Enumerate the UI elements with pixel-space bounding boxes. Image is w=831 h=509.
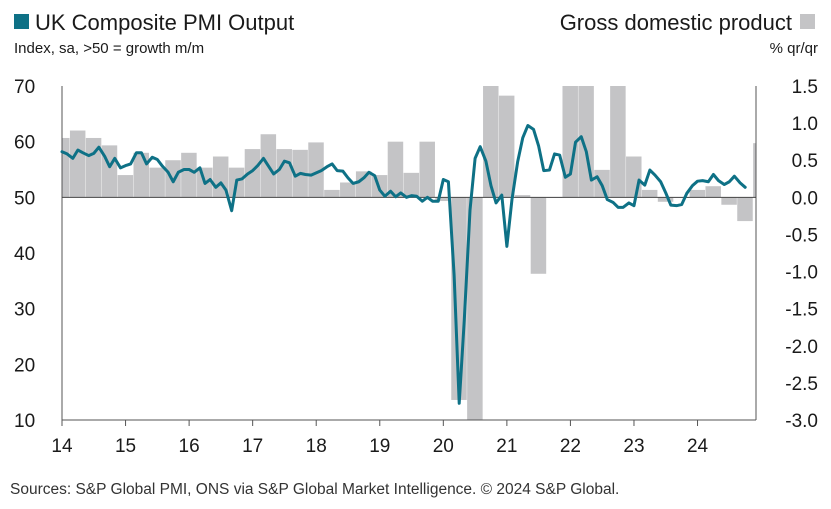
x-tick-label: 14 — [51, 436, 73, 457]
x-tick-label: 22 — [560, 436, 581, 457]
axes — [61, 86, 757, 421]
tick-labels: 70 60 50 40 30 20 10 1.5 1.0 0.5 0.0 -0.5 -1.0 -1.5 -2… — [14, 77, 818, 457]
left-tick-label: 20 — [14, 355, 35, 376]
right-tick-label: -1.5 — [785, 300, 818, 321]
left-tick-label: 40 — [14, 244, 35, 265]
gdp-bar — [753, 143, 756, 198]
x-tick-label: 16 — [179, 436, 200, 457]
gdp-bar — [689, 189, 706, 198]
gdp-bar — [562, 86, 578, 198]
gdp-bars — [62, 86, 756, 420]
gdp-bar — [69, 130, 86, 198]
gdp-bar — [610, 86, 626, 198]
gdp-bar — [514, 195, 531, 198]
x-tick-label: 19 — [369, 436, 390, 457]
gdp-bar — [387, 141, 404, 198]
x-tick-label: 24 — [687, 436, 709, 457]
x-tick-label: 20 — [433, 436, 454, 457]
gdp-bar — [133, 152, 149, 198]
x-tick-label: 17 — [242, 436, 263, 457]
pmi-line — [60, 124, 747, 405]
pmi-legend-swatch — [14, 14, 29, 29]
right-axis-note: % qr/qr — [770, 40, 818, 57]
gdp-bar — [641, 189, 658, 198]
gdp-bar — [308, 142, 324, 198]
gdp-bar — [324, 189, 340, 198]
left-tick-label: 50 — [14, 188, 35, 209]
right-tick-label: -3.0 — [785, 411, 818, 432]
left-axis-note: Index, sa, >50 = growth m/m — [14, 40, 204, 57]
gdp-bar — [737, 197, 753, 222]
gdp-legend-label: Gross domestic product — [560, 10, 792, 35]
right-tick-label: 0.5 — [792, 151, 818, 172]
gdp-bar — [276, 149, 292, 198]
gdp-bar — [721, 197, 737, 205]
gdp-bar — [657, 197, 674, 202]
source-note: Sources: S&P Global PMI, ONS via S&P Glo… — [10, 481, 619, 498]
gdp-bar — [467, 197, 483, 420]
gdp-bar — [403, 172, 420, 198]
gdp-bar — [62, 137, 70, 198]
x-tick-label: 18 — [306, 436, 327, 457]
x-tick-label: 15 — [115, 436, 136, 457]
right-tick-label: -0.5 — [785, 225, 818, 246]
left-tick-label: 70 — [14, 77, 35, 98]
gdp-bar — [626, 156, 642, 198]
gdp-bar — [435, 197, 451, 202]
right-tick-label: 0.0 — [792, 188, 818, 209]
pmi-legend-label: UK Composite PMI Output — [35, 10, 294, 35]
right-tick-label: 1.0 — [792, 114, 818, 135]
gdp-bar — [244, 149, 261, 198]
right-tick-label: 1.5 — [792, 77, 818, 98]
x-tick-label: 21 — [496, 436, 517, 457]
left-tick-label: 60 — [14, 133, 35, 154]
gdp-bar — [530, 197, 547, 274]
pmi-line-layer — [60, 124, 747, 405]
x-tick-label: 23 — [623, 436, 644, 457]
gdp-bar — [85, 137, 102, 198]
gdp-bar — [149, 167, 165, 198]
gdp-bar — [355, 171, 372, 198]
gdp-bar — [181, 152, 197, 198]
gdp-legend-swatch — [800, 14, 815, 29]
gdp-bar — [117, 175, 134, 198]
left-tick-label: 10 — [14, 411, 35, 432]
right-tick-label: -2.5 — [785, 374, 818, 395]
gdp-bar — [498, 95, 515, 198]
right-tick-label: -1.0 — [785, 263, 818, 284]
left-tick-label: 30 — [14, 300, 35, 321]
right-tick-label: -2.0 — [785, 337, 818, 358]
gdp-bar — [419, 141, 435, 198]
gdp-bar — [340, 182, 356, 198]
gdp-bar — [705, 186, 721, 198]
